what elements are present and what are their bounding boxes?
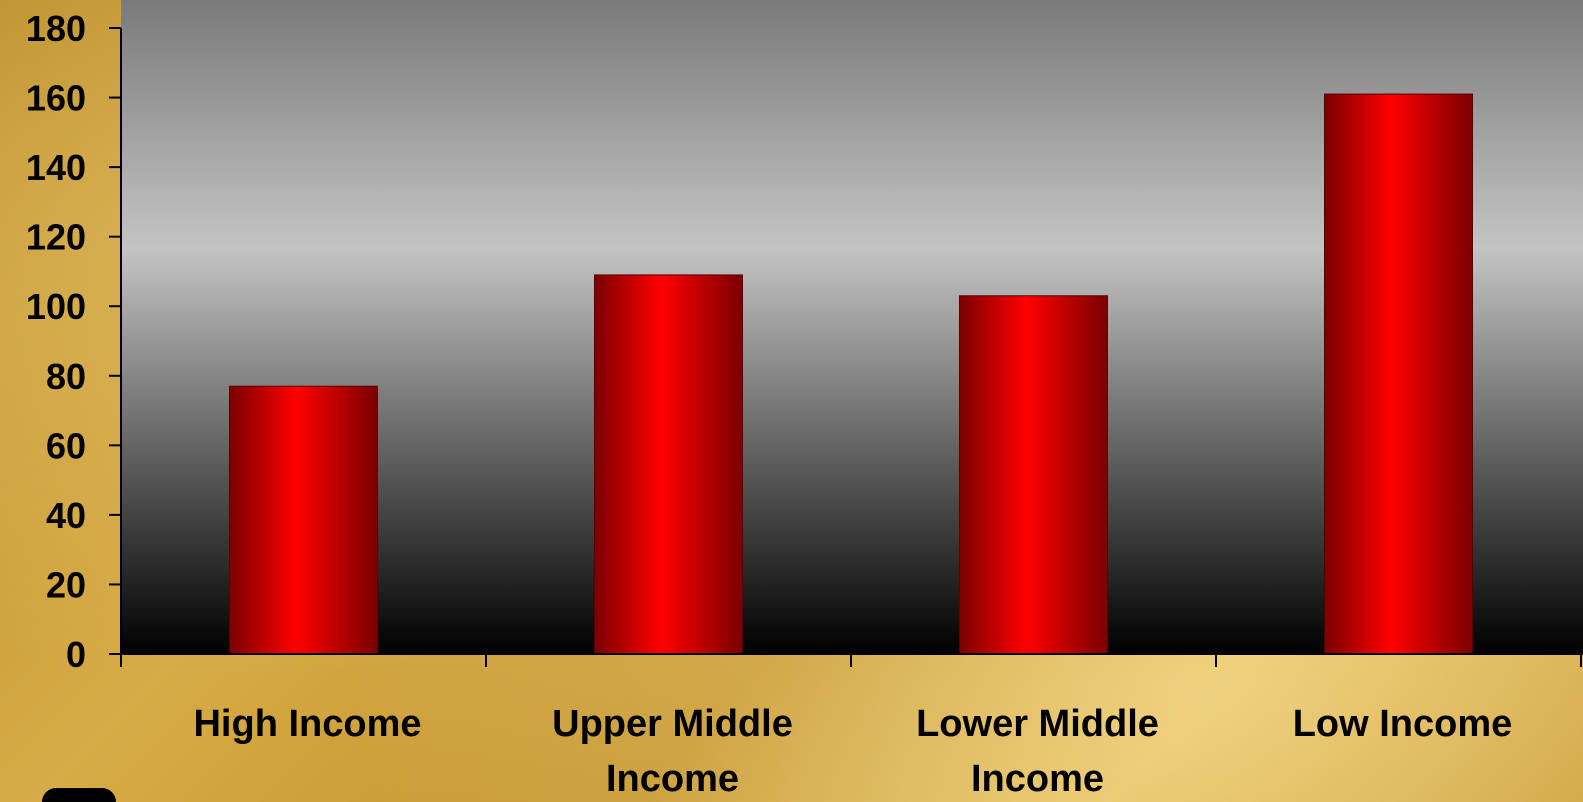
- bar-1: [594, 274, 743, 655]
- y-tick-labels: 0 20 40 60 80 100 120 140 160 180: [26, 8, 86, 675]
- y-tick-label-100: 100: [26, 286, 86, 327]
- y-tick-label-80: 80: [46, 356, 86, 397]
- corner-logo-icon: [42, 788, 116, 802]
- y-tick-label-60: 60: [46, 425, 86, 466]
- x-label-1-line-1: Income: [606, 758, 739, 800]
- bar-0: [229, 385, 378, 655]
- y-tick-label-120: 120: [26, 217, 86, 258]
- bar-3: [1324, 93, 1473, 655]
- x-label-2-line-1: Income: [971, 758, 1104, 800]
- x-label-2-line-0: Lower Middle: [916, 703, 1159, 745]
- y-tick-label-140: 140: [26, 147, 86, 188]
- x-label-3-line-0: Low Income: [1293, 703, 1513, 745]
- y-tick-label-180: 180: [26, 8, 86, 49]
- bars-group: [229, 93, 1473, 655]
- x-category-labels: High Income Upper Middle Income Lower Middl…: [193, 703, 1512, 800]
- y-tick-label-160: 160: [26, 78, 86, 119]
- bar-2: [959, 295, 1108, 655]
- x-label-1-line-0: Upper Middle: [552, 703, 793, 745]
- y-tick-label-0: 0: [66, 634, 86, 675]
- axes-group: [109, 27, 1583, 667]
- y-tick-label-40: 40: [46, 495, 86, 536]
- x-label-0-line-0: High Income: [193, 703, 421, 745]
- y-tick-label-20: 20: [46, 564, 86, 605]
